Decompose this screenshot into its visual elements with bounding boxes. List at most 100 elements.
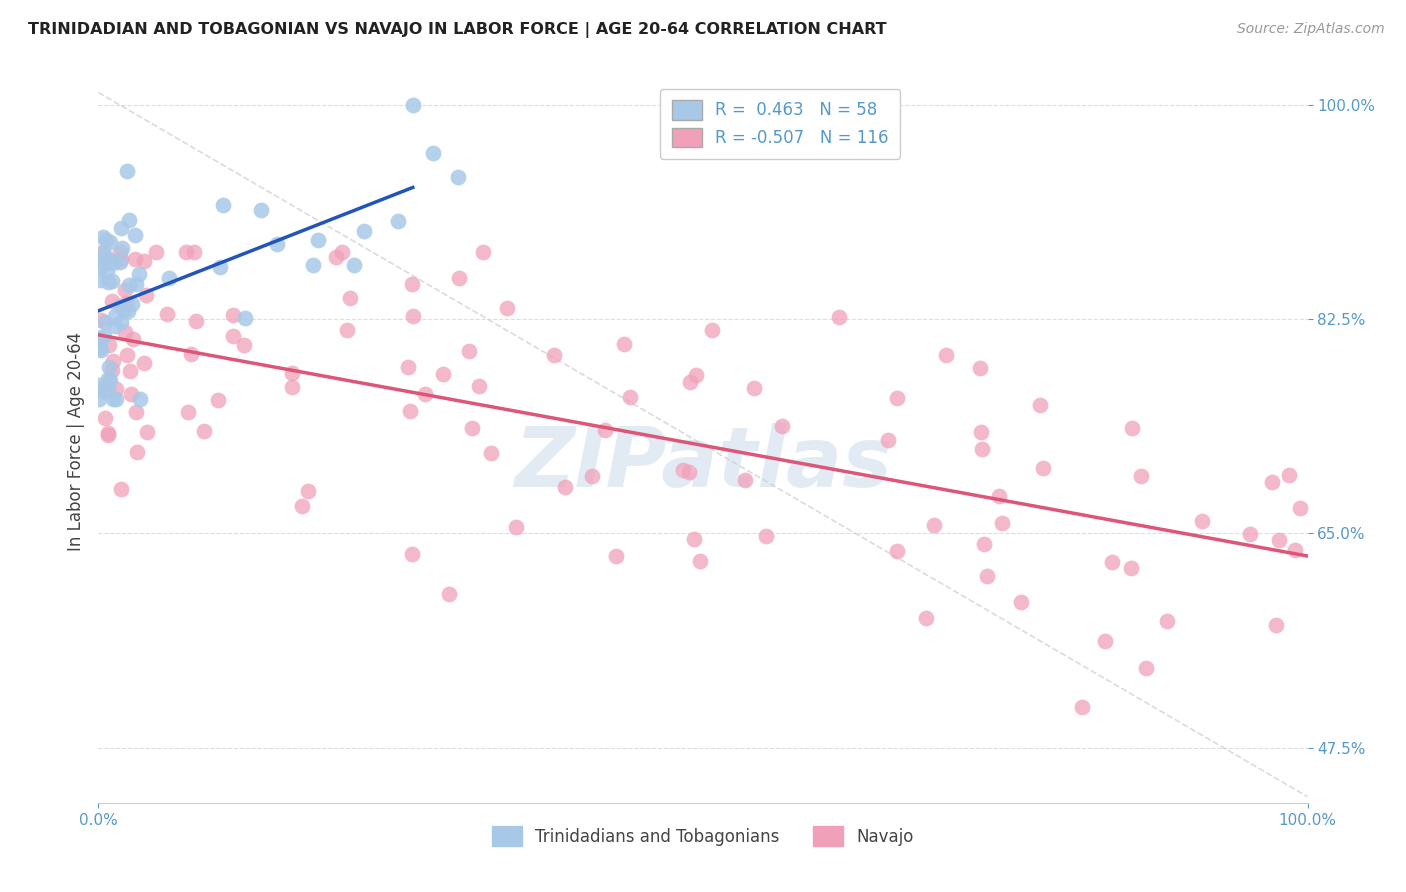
Point — [581, 469, 603, 483]
Point — [101, 353, 124, 368]
Point — [1119, 561, 1142, 575]
Point — [593, 423, 616, 437]
Point — [232, 338, 254, 352]
Point — [353, 224, 375, 238]
Point — [94, 315, 117, 329]
Point — [222, 328, 245, 343]
Point — [976, 569, 998, 583]
Point — [110, 315, 132, 329]
Point — [121, 297, 143, 311]
Point — [399, 404, 422, 418]
Point — [108, 244, 131, 259]
Point — [124, 252, 146, 267]
Point — [460, 421, 482, 435]
Point — [479, 446, 502, 460]
Point — [101, 256, 124, 270]
Point — [1239, 527, 1261, 541]
Point — [115, 163, 138, 178]
Point — [447, 170, 470, 185]
Point — [935, 348, 957, 362]
Point — [108, 300, 131, 314]
Point — [988, 489, 1011, 503]
Point — [402, 97, 425, 112]
Point — [87, 392, 110, 406]
Point — [156, 307, 179, 321]
Point — [886, 391, 908, 405]
Point — [183, 244, 205, 259]
Point — [413, 387, 436, 401]
Point — [128, 392, 150, 406]
Point — [87, 341, 110, 355]
Point — [458, 344, 481, 359]
Point — [132, 356, 155, 370]
Point — [98, 372, 121, 386]
Point — [1278, 468, 1301, 483]
Point — [104, 310, 127, 324]
Point — [91, 384, 114, 399]
Point — [755, 529, 778, 543]
Point — [212, 198, 235, 212]
Point — [98, 360, 121, 375]
Point — [973, 537, 995, 551]
Point — [233, 311, 256, 326]
Point — [105, 392, 128, 406]
Point — [98, 252, 121, 267]
Point — [104, 319, 127, 334]
Point — [97, 275, 120, 289]
Point — [325, 250, 347, 264]
Point — [122, 332, 145, 346]
Point — [1032, 460, 1054, 475]
Point — [90, 312, 112, 326]
Point — [87, 377, 110, 392]
Point — [89, 382, 111, 396]
Point — [432, 367, 454, 381]
Point — [742, 381, 765, 395]
Point — [100, 274, 122, 288]
Point — [117, 304, 139, 318]
Point — [94, 250, 117, 264]
Point — [281, 380, 304, 394]
Point — [396, 359, 419, 374]
Point — [93, 328, 115, 343]
Point — [208, 260, 231, 275]
Point — [437, 587, 460, 601]
Legend: Trinidadians and Tobagonians, Navajo: Trinidadians and Tobagonians, Navajo — [485, 820, 921, 852]
Point — [97, 427, 120, 442]
Point — [193, 424, 215, 438]
Point — [401, 547, 423, 561]
Point — [1268, 533, 1291, 547]
Point — [1101, 555, 1123, 569]
Point — [1156, 614, 1178, 628]
Point — [114, 295, 136, 310]
Point — [343, 259, 366, 273]
Point — [96, 265, 118, 279]
Point — [886, 544, 908, 558]
Point — [969, 360, 991, 375]
Point — [1094, 633, 1116, 648]
Text: ZIPatlas: ZIPatlas — [515, 423, 891, 504]
Point — [1288, 500, 1310, 515]
Point — [135, 288, 157, 302]
Point — [877, 433, 900, 447]
Point — [1010, 595, 1032, 609]
Point — [120, 363, 142, 377]
Point — [120, 386, 142, 401]
Point — [89, 340, 111, 354]
Point — [970, 425, 993, 439]
Point — [266, 237, 288, 252]
Point — [1029, 398, 1052, 412]
Point — [184, 314, 207, 328]
Point — [619, 390, 641, 404]
Point — [101, 392, 124, 406]
Point — [90, 343, 112, 358]
Point — [1191, 514, 1213, 528]
Point — [770, 419, 793, 434]
Point — [174, 244, 197, 259]
Point — [124, 228, 146, 243]
Point — [114, 283, 136, 297]
Point — [1135, 661, 1157, 675]
Point — [110, 255, 132, 269]
Point — [90, 260, 112, 274]
Point — [1130, 469, 1153, 483]
Point — [176, 405, 198, 419]
